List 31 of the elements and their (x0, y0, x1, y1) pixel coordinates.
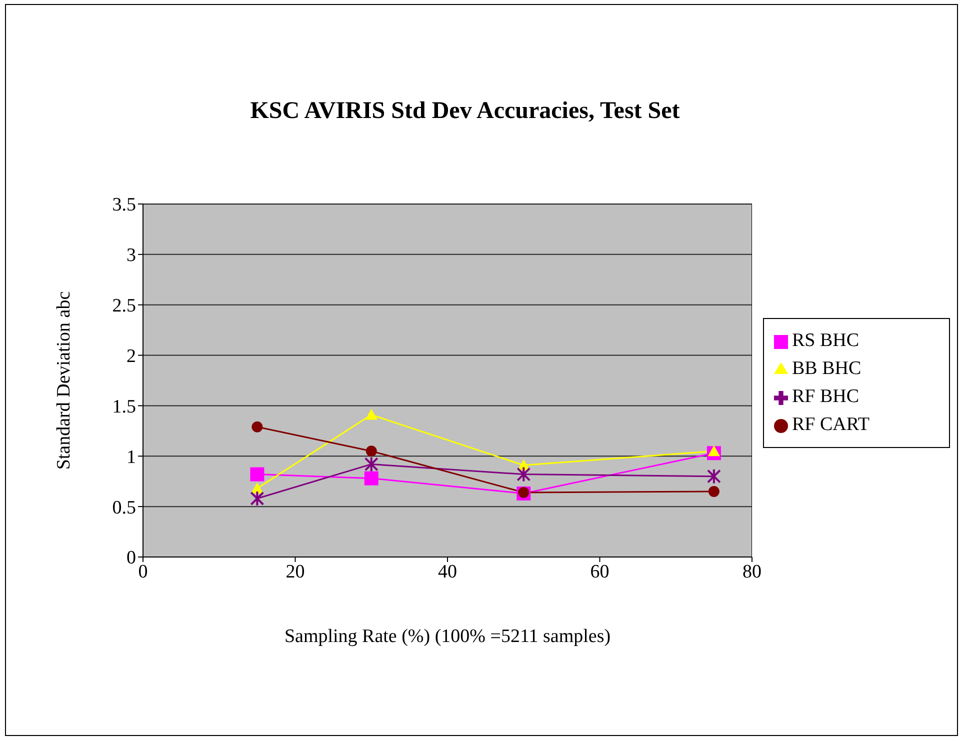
x-tick-label: 40 (438, 561, 457, 582)
y-tick-label: 1 (126, 446, 136, 468)
legend-label: RF CART (792, 414, 870, 435)
y-tick-label: 2.5 (112, 296, 136, 317)
x-tick-label: 80 (742, 561, 762, 582)
point (518, 486, 530, 498)
point (250, 467, 264, 482)
y-tick-label: 0.5 (112, 497, 136, 518)
point (708, 445, 720, 456)
y-tick-label: 3 (126, 245, 136, 266)
point (250, 490, 264, 507)
y-tick-label: 1.5 (112, 396, 136, 418)
y-axis-title: Standard Deviation abc (54, 291, 75, 470)
x-tick-label: 60 (590, 561, 610, 582)
legend-label: RF BHC (792, 386, 860, 407)
point (708, 486, 720, 497)
point (364, 456, 378, 472)
y-tick-label: 2 (126, 346, 136, 368)
point (364, 471, 378, 486)
x-axis-title: Sampling Rate (%) (100% =5211 samples) (284, 626, 611, 647)
y-tick-label: 0 (126, 548, 136, 569)
point (516, 466, 531, 482)
legend-label: RS BHC (792, 330, 860, 351)
y-tick-label: 3.5 (112, 194, 136, 216)
point (366, 446, 377, 457)
point (365, 408, 378, 420)
point (706, 468, 721, 484)
x-tick-label: 20 (286, 561, 305, 582)
legend-label: BB BHC (792, 358, 862, 379)
chart-title: KSC AVIRIS Std Dev Accuracies, Test Set (249, 98, 681, 125)
point (252, 421, 263, 432)
